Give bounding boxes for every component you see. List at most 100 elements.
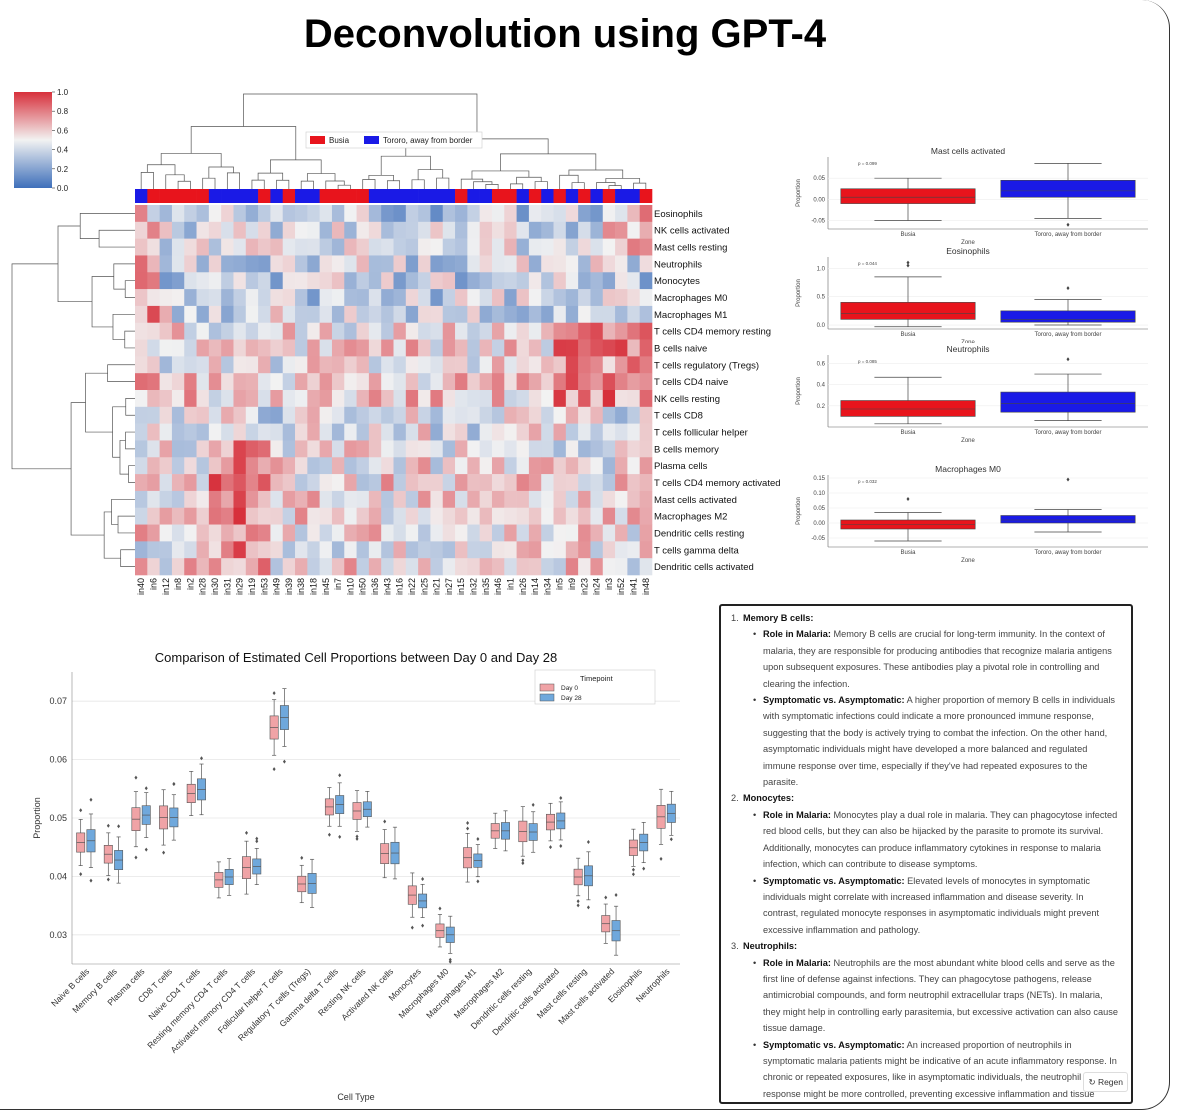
heatmap-cell: [319, 322, 333, 340]
heatmap-cell: [258, 406, 271, 424]
heatmap-cell: [233, 558, 247, 576]
heatmap-cell: [184, 558, 197, 576]
row-label: Dendritic cells activated: [654, 562, 754, 573]
heatmap-cell: [159, 524, 173, 542]
heatmap-cell: [319, 221, 333, 239]
heatmap-cell: [196, 406, 210, 424]
heatmap-cell: [565, 373, 579, 391]
heatmap-cell: [627, 541, 640, 559]
heatmap-cell: [344, 507, 357, 525]
regenerate-button[interactable]: ↻ Regen: [1083, 1071, 1128, 1092]
heatmap-cell: [159, 474, 173, 492]
heatmap-cell: [430, 524, 444, 542]
heatmap-cell: [430, 205, 444, 223]
heatmap-cell: [171, 255, 185, 273]
heatmap-cell: [368, 474, 382, 492]
heatmap-cell: [344, 474, 357, 492]
heatmap-cell: [208, 305, 222, 324]
heatmap-cell: [159, 255, 173, 273]
heatmap-cell: [504, 289, 517, 307]
main-category-label: Resting NK cells: [316, 966, 368, 1018]
heatmap-cell: [602, 474, 616, 492]
heatmap-cell: [405, 507, 419, 525]
heatmap-cell: [565, 390, 579, 408]
heatmap-cell: [442, 205, 456, 223]
heatmap-cell: [479, 289, 493, 307]
heatmap-cell: [491, 457, 505, 475]
heatmap-cell: [331, 490, 345, 509]
heatmap-cell: [171, 373, 185, 391]
heatmap-cell: [491, 373, 505, 391]
heatmap-cell: [184, 507, 197, 525]
heatmap-cell: [356, 373, 370, 391]
zone-cell: [565, 189, 579, 203]
heatmap-cell: [270, 507, 284, 525]
heatmap-cell: [602, 490, 616, 509]
heatmap-cell: [270, 524, 284, 542]
heatmap-cell: [442, 558, 456, 576]
main-flier: [466, 821, 470, 826]
main-ylabel: Proportion: [32, 797, 42, 839]
heatmap-cell: [602, 221, 616, 239]
heatmap-cell: [590, 255, 604, 273]
heatmap-cell: [405, 221, 419, 239]
heatmap-cell: [245, 423, 259, 441]
heatmap-cell: [295, 490, 308, 509]
heatmap-cell: [184, 255, 197, 273]
column-label: in1: [505, 578, 515, 590]
heatmap-cell: [184, 272, 197, 290]
column-label: in48: [641, 578, 651, 595]
heatmap-cell: [504, 490, 517, 509]
heatmap-cell: [467, 272, 480, 290]
colorbar-tick: 0.4: [57, 146, 69, 155]
heatmap-cell: [233, 474, 247, 492]
column-label: in2: [185, 578, 195, 590]
zone-cell: [479, 189, 493, 203]
heatmap-cell: [135, 457, 148, 475]
main-flier: [559, 843, 563, 848]
chat-list-item: 1. Memory B cells: Role in Malaria: Memory…: [731, 610, 1121, 790]
heatmap-cell: [270, 272, 284, 290]
heatmap-cell: [270, 373, 284, 391]
heatmap-cell: [639, 221, 653, 239]
heatmap-cell: [528, 490, 542, 509]
heatmap-cell: [442, 322, 456, 340]
main-flier: [144, 786, 148, 791]
heatmap-cell: [319, 390, 333, 408]
heatmap-cell: [270, 221, 284, 239]
heatmap-cell: [344, 406, 357, 424]
heatmap-cell: [578, 440, 591, 458]
heatmap-cell: [467, 255, 480, 273]
heatmap-cell: [147, 272, 160, 290]
heatmap-cell: [504, 406, 517, 424]
main-flier: [559, 795, 563, 800]
heatmap-cell: [639, 322, 653, 340]
heatmap-cell: [516, 390, 530, 408]
column-label: in7: [333, 578, 343, 590]
heatmap-cell: [455, 524, 468, 542]
main-flier: [421, 877, 425, 882]
heatmap-cell: [553, 490, 567, 509]
heatmap-cell: [393, 507, 407, 525]
heatmap-cell: [504, 238, 517, 256]
column-label: in35: [481, 578, 491, 595]
heatmap-cell: [553, 541, 567, 559]
heatmap-cell: [405, 339, 419, 357]
row-label: B cells memory: [654, 444, 719, 455]
zone-cell: [331, 189, 345, 203]
heatmap-cell: [627, 272, 640, 290]
heatmap-cell: [602, 406, 616, 424]
heatmap-cell: [282, 423, 296, 441]
column-label: in9: [567, 578, 577, 590]
zone-cell: [491, 189, 505, 203]
heatmap-cell: [467, 541, 480, 559]
heatmap-cell: [381, 423, 394, 441]
zone-cell: [368, 189, 382, 203]
heatmap-legend: Busia Tororo, away from border: [305, 131, 483, 149]
heatmap-cell: [565, 322, 579, 340]
heatmap-cell: [553, 457, 567, 475]
heatmap-cell: [405, 238, 419, 256]
zone-flier: [906, 260, 910, 265]
zone-category-label: Busia: [900, 550, 916, 556]
heatmap-cell: [135, 474, 148, 492]
